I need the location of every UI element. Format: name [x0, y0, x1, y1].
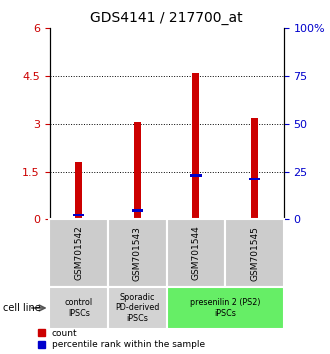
- Bar: [167, 287, 284, 329]
- Bar: [167, 219, 225, 287]
- Text: GSM701545: GSM701545: [250, 225, 259, 281]
- Bar: [134, 122, 141, 219]
- Bar: [192, 73, 199, 219]
- Bar: [75, 162, 82, 219]
- Bar: [50, 287, 108, 329]
- Bar: [132, 210, 143, 212]
- Text: GSM701544: GSM701544: [191, 226, 200, 280]
- Text: Sporadic
PD-derived
iPSCs: Sporadic PD-derived iPSCs: [115, 293, 159, 323]
- Bar: [50, 219, 108, 287]
- Text: GSM701543: GSM701543: [133, 225, 142, 281]
- Text: control
IPSCs: control IPSCs: [65, 298, 93, 318]
- Text: GSM701542: GSM701542: [74, 226, 83, 280]
- Bar: [108, 287, 167, 329]
- Bar: [73, 213, 84, 216]
- Text: presenilin 2 (PS2)
iPSCs: presenilin 2 (PS2) iPSCs: [190, 298, 260, 318]
- Text: cell line: cell line: [3, 303, 41, 313]
- Bar: [190, 175, 202, 177]
- Bar: [251, 118, 258, 219]
- Legend: count, percentile rank within the sample: count, percentile rank within the sample: [38, 329, 205, 349]
- Bar: [225, 219, 284, 287]
- Title: GDS4141 / 217700_at: GDS4141 / 217700_at: [90, 11, 243, 24]
- Bar: [249, 178, 260, 180]
- Bar: [108, 219, 167, 287]
